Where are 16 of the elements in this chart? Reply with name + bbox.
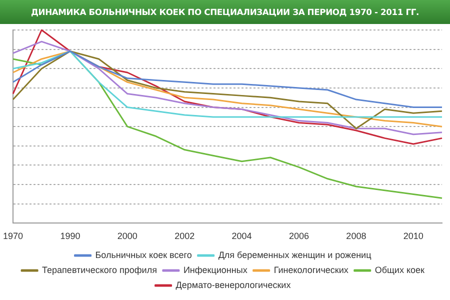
x-tick-label: 2000 (117, 231, 138, 242)
legend-label: Терапевтического профиля (42, 264, 158, 275)
x-tick-label: 2002 (174, 231, 195, 242)
x-tick-label: 1970 (2, 231, 24, 242)
x-tick-label: 2004 (232, 231, 252, 242)
legend-label: Инфекционных (183, 264, 248, 275)
x-tick-label: 2008 (346, 231, 366, 242)
x-tick-label: 1990 (60, 231, 80, 242)
chart-title: ДИНАМИКА БОЛЬНИЧНЫХ КОЕК ПО СПЕЦИАЛИЗАЦИИ ЗА ПЕРИОД 1970 - 2011 ГГ. (0, 0, 450, 24)
legend-label: Больничных коек всего (95, 250, 192, 260)
legend-label: Общих коек (374, 264, 425, 275)
legend-label: Дермато-венерологических (176, 280, 292, 290)
x-tick-label: 2010 (403, 231, 424, 242)
legend-label: Гинекологических (274, 264, 349, 275)
legend-label: Для беременных женщин и рожениц (218, 250, 372, 260)
x-tick-label: 2006 (288, 231, 310, 242)
